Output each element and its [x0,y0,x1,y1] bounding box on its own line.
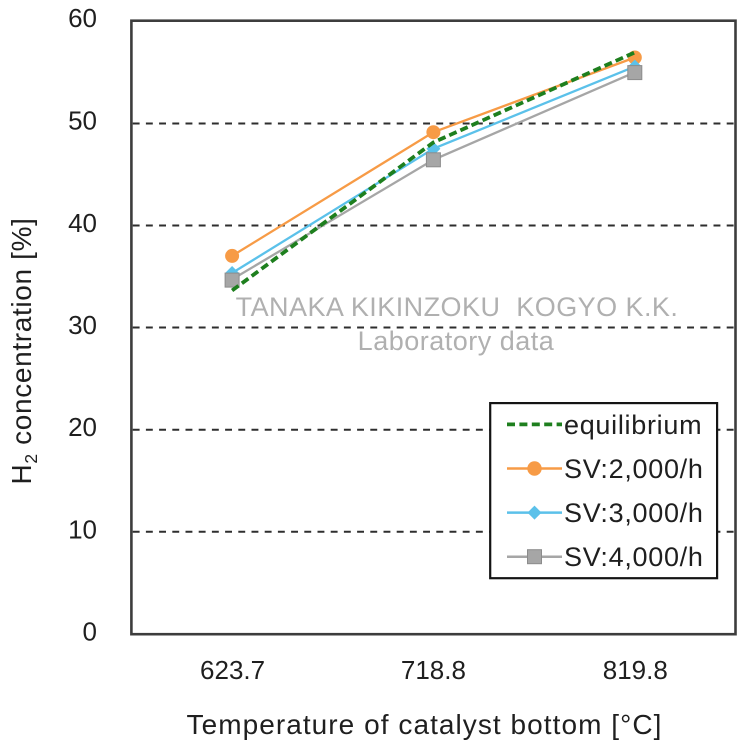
svg-text:718.8: 718.8 [401,655,466,685]
svg-text:20: 20 [68,412,97,442]
svg-text:H2 concentration [%]: H2 concentration [%] [6,217,41,484]
svg-text:SV:2,000/h: SV:2,000/h [564,454,704,484]
svg-text:Laboratory data: Laboratory data [358,326,555,356]
svg-text:SV:4,000/h: SV:4,000/h [564,542,704,572]
svg-text:60: 60 [68,3,97,33]
svg-text:SV:3,000/h: SV:3,000/h [564,498,704,528]
svg-text:30: 30 [68,310,97,340]
svg-text:TANAKA KIKINZOKU KOGYO K.K.: TANAKA KIKINZOKU KOGYO K.K. [236,292,679,322]
svg-text:623.7: 623.7 [200,655,265,685]
svg-text:10: 10 [68,514,97,544]
svg-text:40: 40 [68,208,97,238]
svg-text:819.8: 819.8 [603,655,668,685]
svg-text:0: 0 [83,616,97,646]
svg-text:Temperature of catalyst bottom: Temperature of catalyst bottom [°C] [187,709,663,740]
svg-text:equilibrium: equilibrium [564,410,702,440]
svg-text:50: 50 [68,106,97,136]
